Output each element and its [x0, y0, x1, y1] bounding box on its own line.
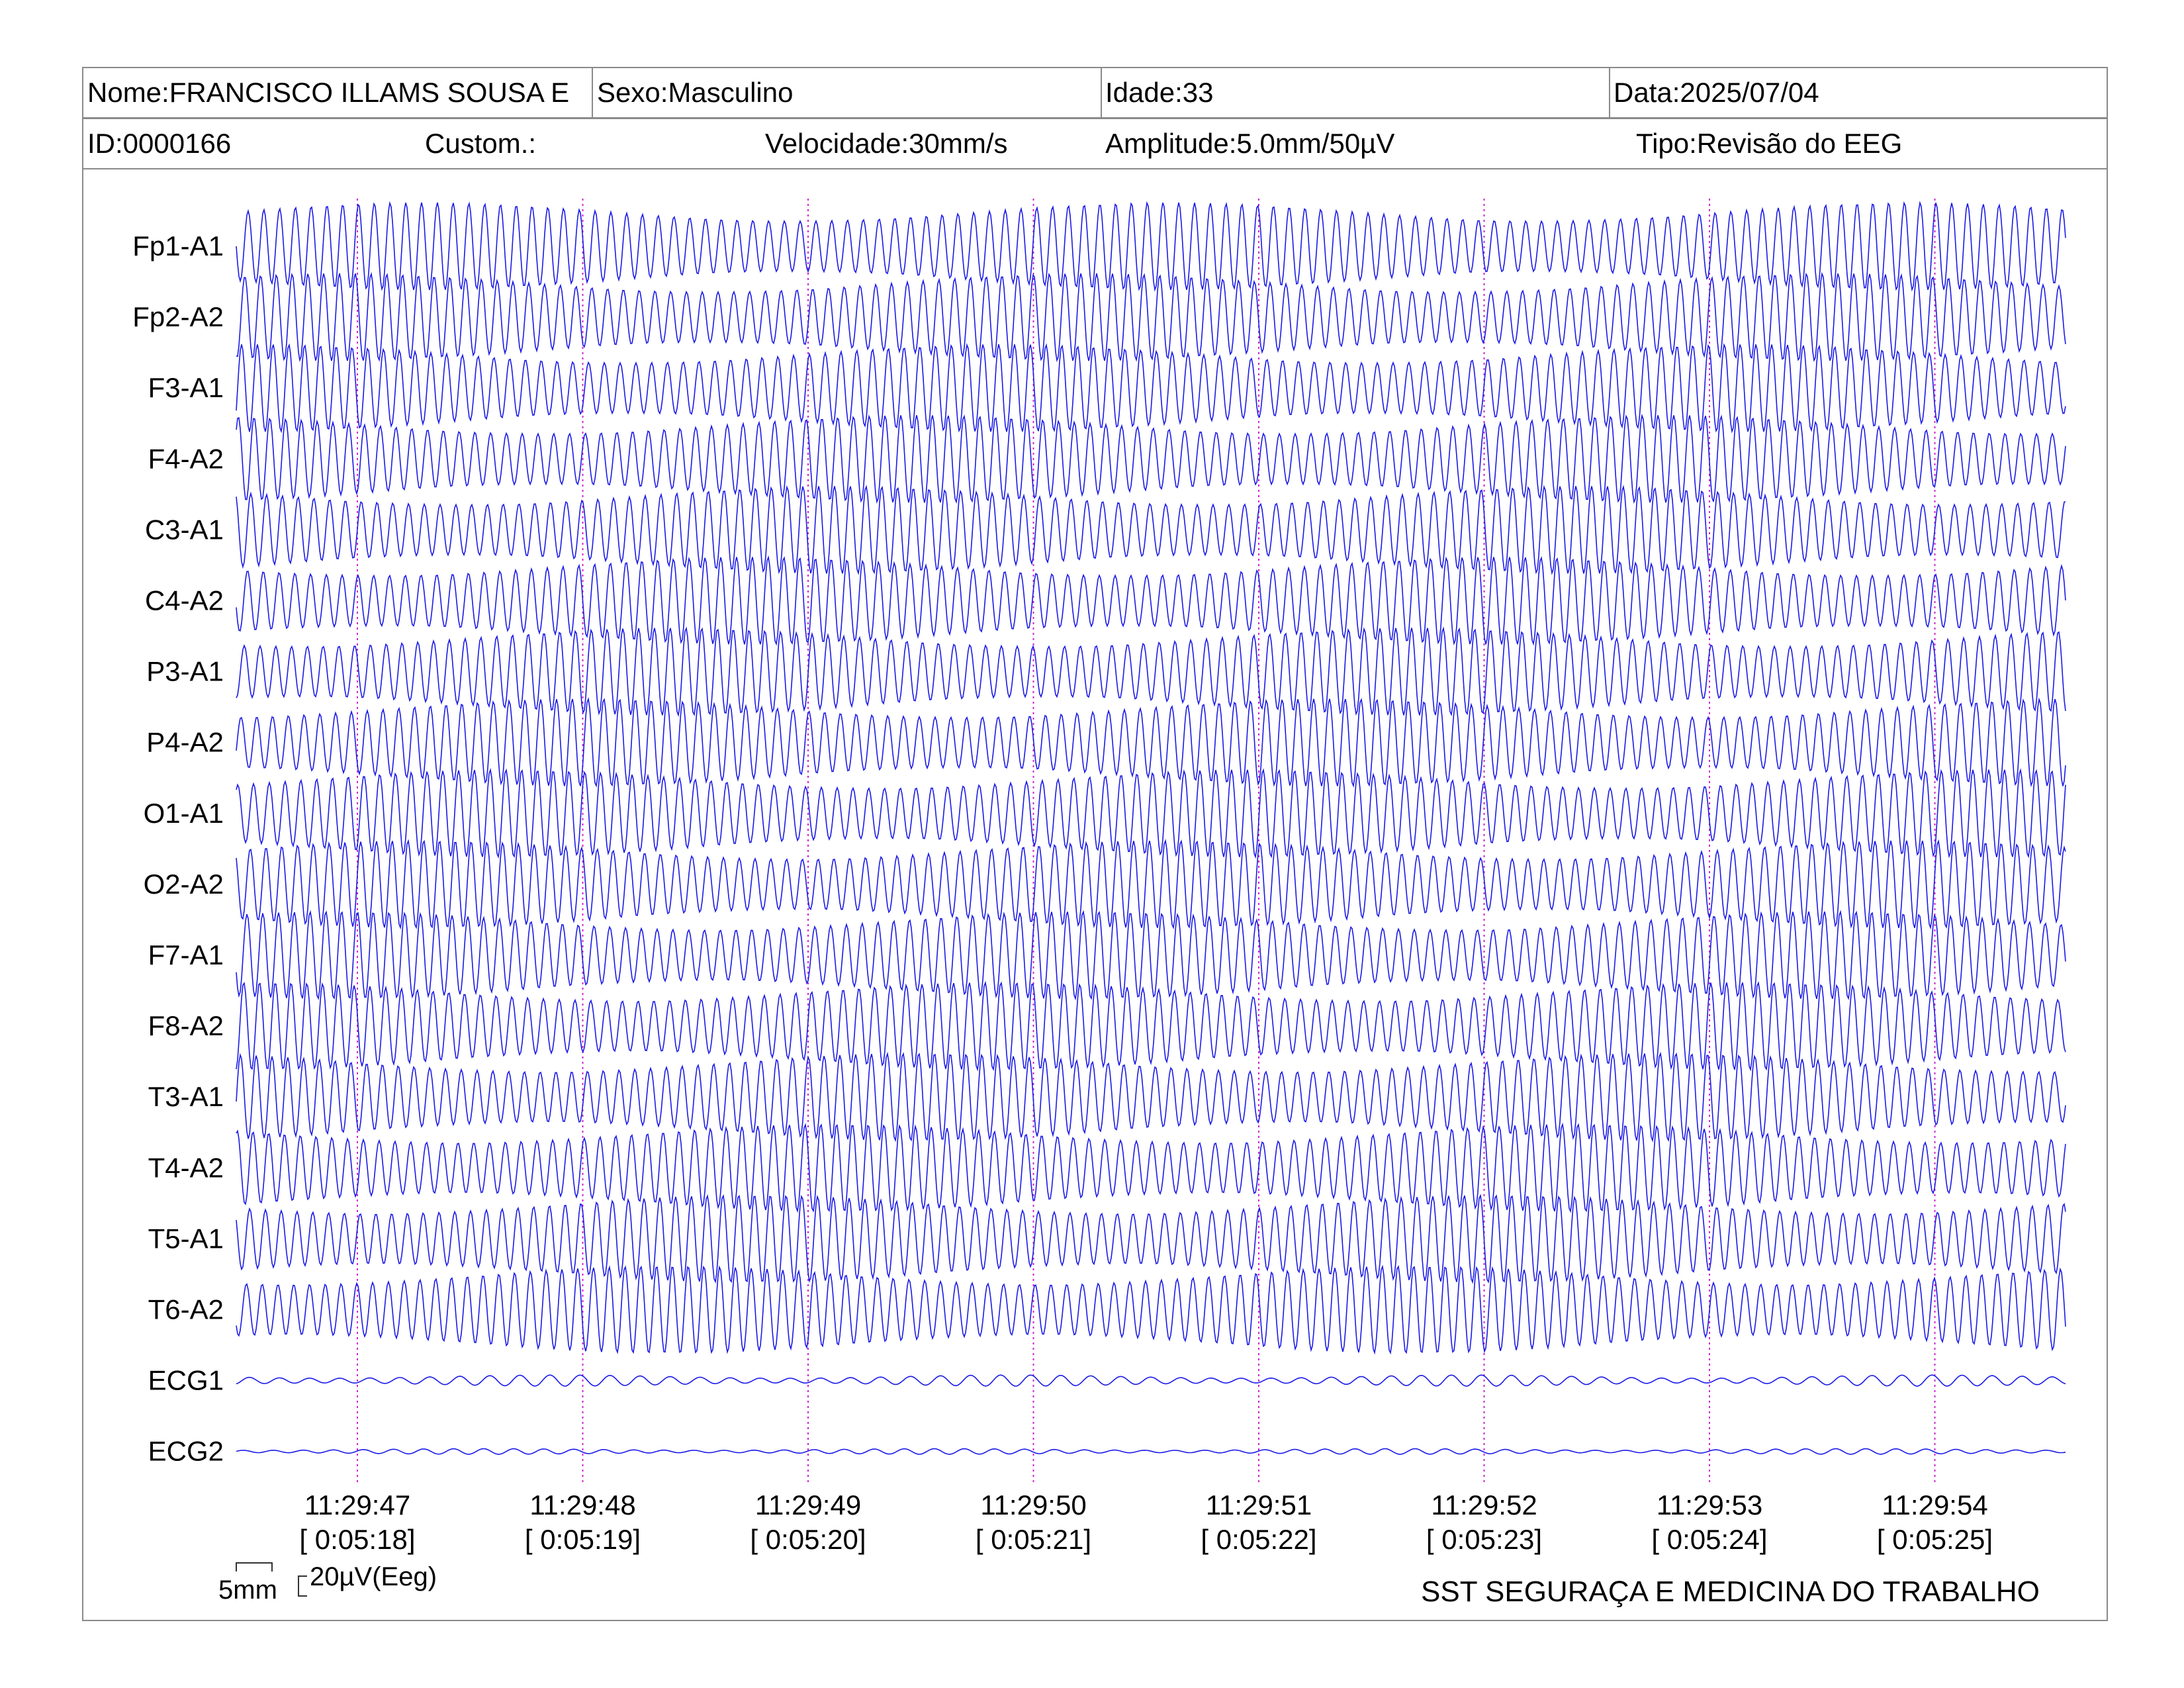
channel-label: F8-A2: [148, 1010, 224, 1041]
time-clock-label: 11:29:47: [304, 1489, 410, 1521]
time-clock-label: 11:29:48: [529, 1489, 635, 1521]
channel-label: T4-A2: [148, 1152, 224, 1183]
channel-trace: [236, 343, 2066, 434]
time-clock-label: 11:29:54: [1882, 1489, 1987, 1521]
paper-speed: Velocidade:30mm/s: [765, 128, 1008, 159]
channel-trace: [236, 1448, 2066, 1455]
channel-label: Fp1-A1: [132, 230, 224, 261]
channel-label: C3-A1: [145, 514, 224, 545]
scale-mm-label: 5mm: [218, 1575, 277, 1605]
channel-trace: [236, 768, 2066, 859]
patient-age: Idade:33: [1105, 77, 1214, 108]
exam-date: Data:2025/07/04: [1614, 77, 1819, 108]
header-divider: [1101, 68, 1102, 117]
channel-trace: [236, 839, 2066, 930]
time-elapsed-label: [ 0:05:23]: [1426, 1524, 1542, 1555]
channel-label: P3-A1: [146, 656, 224, 687]
channel-trace: [236, 201, 2066, 292]
channel-trace: [236, 1122, 2066, 1213]
channel-trace: [236, 413, 2066, 504]
channel-trace: [236, 1194, 2066, 1284]
channel-trace: [236, 1264, 2066, 1355]
scale-uv-label: 20µV(Eeg): [310, 1562, 437, 1591]
channel-trace: [236, 1051, 2066, 1143]
exam-type: Tipo:Revisão do EEG: [1636, 128, 1903, 159]
channel-label: F3-A1: [148, 372, 224, 403]
patient-name: Nome:FRANCISCO ILLAMS SOUSA E: [87, 77, 570, 108]
channel-trace: [236, 271, 2066, 363]
patient-sex: Sexo:Masculino: [597, 77, 794, 108]
channel-trace: [236, 555, 2066, 646]
time-elapsed-label: [ 0:05:21]: [976, 1524, 1091, 1555]
channel-label: C4-A2: [145, 585, 224, 616]
scale-bar-vertical: [298, 1575, 307, 1597]
channel-label: T3-A1: [148, 1081, 224, 1112]
channel-label: F7-A1: [148, 939, 224, 970]
channel-label: ECG2: [148, 1436, 224, 1467]
time-clock-label: 11:29:50: [980, 1489, 1086, 1521]
header-divider: [1609, 68, 1610, 117]
time-clock-label: 11:29:53: [1657, 1489, 1762, 1521]
header-divider: [592, 68, 593, 117]
time-elapsed-label: [ 0:05:20]: [750, 1524, 866, 1555]
channel-label: T5-A1: [148, 1223, 224, 1254]
patient-id: ID:0000166: [87, 128, 232, 159]
channel-label: O2-A2: [144, 868, 224, 900]
channel-label: T6-A2: [148, 1294, 224, 1325]
channel-trace: [236, 697, 2066, 788]
scale-bar-horizontal: [236, 1562, 273, 1571]
time-elapsed-label: [ 0:05:24]: [1651, 1524, 1767, 1555]
time-elapsed-label: [ 0:05:19]: [525, 1524, 641, 1555]
channel-label: F4-A2: [148, 443, 224, 474]
header-row-exam: ID:0000166 Custom.: Velocidade:30mm/s Am…: [82, 118, 2108, 169]
custom-field: Custom.:: [425, 128, 537, 159]
time-elapsed-label: [ 0:05:25]: [1877, 1524, 1993, 1555]
time-clock-label: 11:29:51: [1206, 1489, 1312, 1521]
channel-label: P4-A2: [146, 727, 224, 758]
channel-trace: [236, 980, 2066, 1072]
organization-name: SST SEGURAÇA E MEDICINA DO TRABALHO: [1421, 1575, 2040, 1608]
time-clock-label: 11:29:49: [755, 1489, 861, 1521]
amplitude-setting: Amplitude:5.0mm/50µV: [1105, 128, 1395, 159]
channel-label: O1-A1: [144, 798, 224, 829]
time-clock-label: 11:29:52: [1431, 1489, 1537, 1521]
channel-label: ECG1: [148, 1365, 224, 1396]
channel-trace: [236, 626, 2066, 718]
channel-trace: [236, 1374, 2066, 1387]
channel-trace: [236, 485, 2066, 575]
time-elapsed-label: [ 0:05:18]: [299, 1524, 415, 1555]
channel-trace: [236, 910, 2066, 1001]
time-elapsed-label: [ 0:05:22]: [1201, 1524, 1316, 1555]
channel-label: Fp2-A2: [132, 301, 224, 332]
